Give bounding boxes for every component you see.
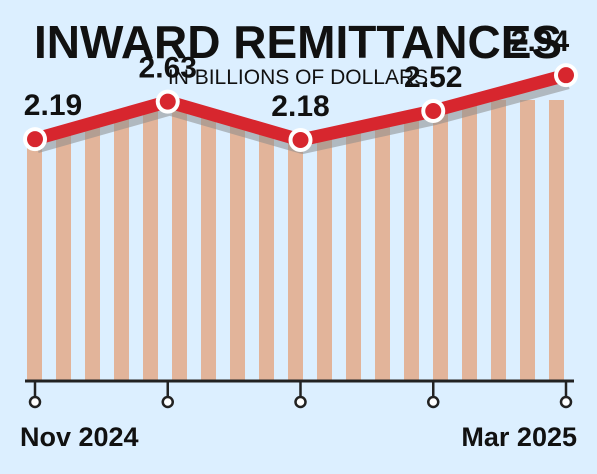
area-stripe-11 (346, 100, 361, 381)
x-tick-circle-1 (161, 395, 174, 409)
area-stripe-17 (520, 100, 535, 381)
area-stripe-15 (462, 100, 477, 381)
data-label-2: 2.18 (271, 90, 329, 123)
x-tick-labels: Nov 2024 Mar 2025 (20, 422, 577, 452)
area-stripe-4 (143, 100, 158, 381)
data-point-0 (27, 131, 43, 148)
area-stripe-0 (27, 100, 42, 381)
chart-title: INWARD REMITTANCES (34, 16, 562, 68)
data-markers (23, 63, 578, 153)
data-label-4: 2.94 (511, 25, 570, 58)
data-label-1: 2.63 (139, 52, 197, 85)
data-point-4 (558, 67, 574, 84)
data-labels: 2.19 2.63 2.18 2.52 2.94 (24, 25, 570, 123)
x-axis (25, 379, 574, 409)
area-stripe-2 (85, 100, 100, 381)
area-stripe-16 (491, 100, 506, 381)
x-tick-circle-0 (28, 395, 42, 409)
area-stripes (27, 100, 564, 381)
area-stripe-9 (288, 100, 303, 381)
data-label-0: 2.19 (24, 89, 82, 122)
x-label-start: Nov 2024 (20, 422, 139, 452)
area-stripe-7 (230, 100, 245, 381)
area-stripe-13 (404, 100, 419, 381)
area-stripe-6 (201, 100, 216, 381)
x-tick-circle-2 (294, 395, 307, 409)
area-stripe-8 (259, 100, 274, 381)
data-point-1 (159, 93, 176, 110)
area-stripe-5 (172, 100, 187, 381)
area-stripe-3 (114, 100, 129, 381)
data-point-3 (425, 103, 442, 120)
x-tick-circle-3 (427, 395, 440, 409)
x-tick-circle-4 (559, 395, 573, 409)
area-stripe-1 (56, 100, 71, 381)
area-stripe-10 (317, 100, 332, 381)
data-point-2 (292, 132, 309, 149)
chart-subtitle: IN BILLIONS OF DOLLARS (168, 66, 428, 89)
data-label-3: 2.52 (404, 61, 462, 94)
x-label-end: Mar 2025 (461, 422, 577, 452)
area-stripe-18 (549, 100, 564, 381)
area-stripe-12 (375, 100, 390, 381)
area-stripe-14 (433, 100, 448, 381)
